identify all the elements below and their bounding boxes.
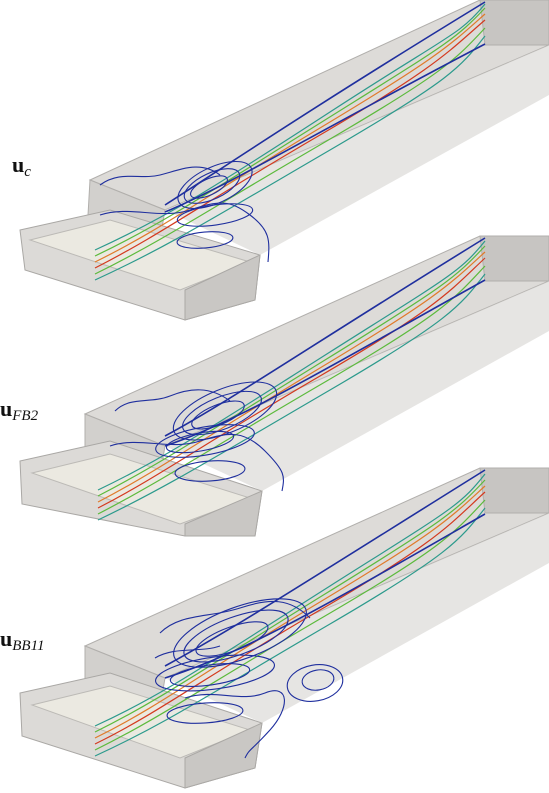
label-ufb2: uFB2	[0, 396, 39, 424]
backward-facing-step-render-ufb2	[19, 235, 549, 537]
panel-ubb11: uBB11	[0, 467, 549, 793]
label-ubb11: uBB11	[0, 626, 45, 654]
panel-ufb2: uFB2	[0, 235, 549, 537]
panel-uc: uc	[0, 0, 549, 321]
backward-facing-step-render-ubb11	[19, 467, 549, 789]
label-uc: uc	[12, 152, 31, 180]
backward-facing-step-render-uc	[19, 0, 549, 321]
